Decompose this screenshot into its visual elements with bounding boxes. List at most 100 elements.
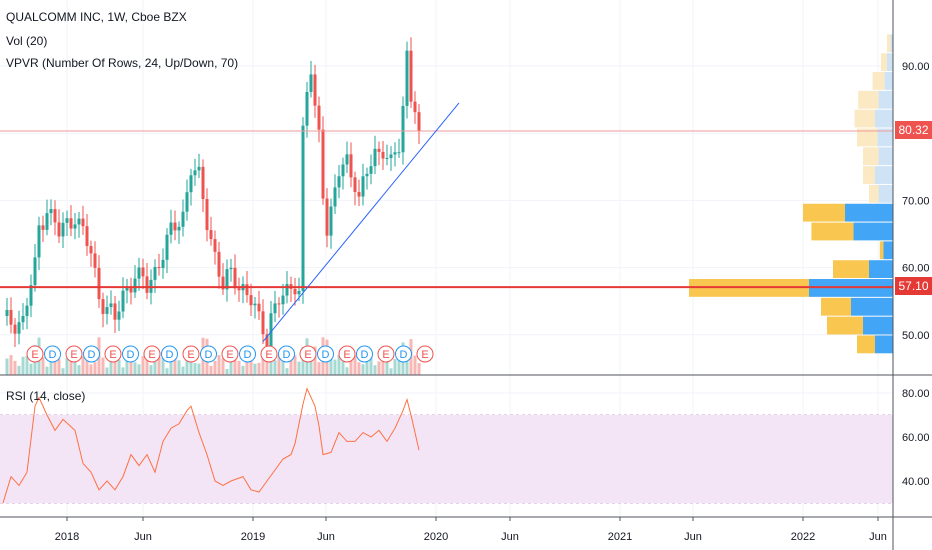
candle-body (85, 226, 89, 247)
rsi-legend[interactable]: RSI (14, close) (6, 389, 86, 403)
vpvr-down-bar (858, 90, 879, 109)
earnings-marker[interactable]: E (338, 345, 356, 363)
earnings-marker[interactable]: E (26, 345, 44, 363)
volume-bar (45, 366, 49, 375)
candle-body (205, 198, 209, 231)
marker-circle (260, 345, 278, 363)
volume-bar (153, 361, 157, 375)
volume-bar (385, 358, 389, 375)
earnings-marker[interactable]: E (299, 345, 317, 363)
dividend-marker[interactable]: D (356, 345, 373, 363)
dividend-marker[interactable]: D (317, 345, 334, 363)
dividend-marker[interactable]: D (395, 345, 412, 363)
marker-circle (338, 345, 356, 363)
price-tick-label: 70.00 (902, 195, 930, 207)
earnings-marker[interactable]: E (221, 345, 239, 363)
earnings-marker[interactable]: E (416, 345, 434, 363)
marker-circle (83, 345, 100, 363)
volume-bar (137, 364, 141, 375)
dividend-marker[interactable]: D (161, 345, 178, 363)
candle-body (113, 303, 117, 320)
price-level-lines (0, 130, 893, 289)
marker-label: D (400, 349, 408, 361)
candle-body (373, 148, 377, 167)
vpvr-legend[interactable]: VPVR (Number Of Rows, 24, Up/Down, 70) (6, 56, 239, 70)
marker-circle (278, 345, 295, 363)
volume-bar (389, 368, 393, 375)
candle-body (45, 213, 49, 230)
candle-body (293, 288, 297, 295)
time-tick-label: Jun (869, 531, 887, 543)
marker-label: E (148, 349, 155, 361)
candle-body (141, 267, 145, 277)
earnings-marker[interactable]: E (260, 345, 278, 363)
marker-circle (239, 345, 256, 363)
volume-bar (61, 368, 65, 375)
candle-body (405, 50, 409, 106)
earnings-marker[interactable]: E (65, 345, 83, 363)
volume-bar (85, 356, 89, 375)
vpvr-up-bar (878, 147, 893, 166)
earnings-marker[interactable]: E (377, 345, 395, 363)
marker-label: E (382, 349, 389, 361)
candle-body (93, 253, 97, 268)
volume-bar (53, 355, 57, 375)
volume-bar (273, 360, 277, 375)
candle-body (33, 257, 37, 286)
marker-label: E (70, 349, 77, 361)
volume-bar (101, 357, 105, 375)
volume-bar (129, 355, 133, 375)
vpvr-up-bar (875, 166, 893, 184)
marker-circle (200, 345, 217, 363)
earnings-marker[interactable]: E (182, 345, 200, 363)
volume-bar (369, 356, 373, 375)
vpvr-down-bar (881, 53, 887, 72)
volume-bar (241, 365, 245, 375)
marker-label: D (49, 349, 57, 361)
volume-bar (221, 358, 225, 375)
marker-circle (122, 345, 139, 363)
volume-bar (209, 365, 213, 375)
vpvr-up-bar (851, 297, 893, 316)
candle-body (237, 288, 241, 291)
candle-body (53, 209, 57, 223)
symbol-legend[interactable]: QUALCOMM INC, 1W, Cboe BZX (6, 10, 187, 24)
trendline[interactable] (262, 102, 460, 342)
candle-body (385, 157, 389, 159)
volume-legend[interactable]: Vol (20) (6, 34, 48, 48)
dividend-marker[interactable]: D (44, 345, 61, 363)
vpvr-down-bar (863, 166, 875, 184)
candle-body (401, 105, 405, 153)
vpvr-up-bar (887, 53, 893, 72)
candle-body (9, 310, 13, 325)
volume-bar (285, 368, 289, 375)
dividend-marker[interactable]: D (83, 345, 100, 363)
marker-circle (395, 345, 412, 363)
marker-circle (143, 345, 161, 363)
earnings-marker[interactable]: E (143, 345, 161, 363)
volume-bar (57, 359, 61, 375)
candle-body (109, 303, 113, 308)
dividend-marker[interactable]: D (278, 345, 295, 363)
candle-body (197, 166, 201, 171)
dividend-marker[interactable]: D (122, 345, 139, 363)
price-candles (5, 37, 421, 360)
candle-body (377, 148, 381, 152)
candle-body (277, 303, 281, 305)
candle-body (365, 173, 369, 177)
earnings-marker[interactable]: E (104, 345, 122, 363)
marker-label: E (31, 349, 38, 361)
marker-circle (317, 345, 334, 363)
marker-circle (416, 345, 434, 363)
dividend-marker[interactable]: D (239, 345, 256, 363)
volume-bar (189, 355, 193, 375)
dividend-marker[interactable]: D (200, 345, 217, 363)
vpvr-up-bar (875, 109, 893, 128)
candle-body (129, 287, 133, 293)
price-tick-label: 50.00 (902, 330, 930, 342)
volume-bar (237, 360, 241, 375)
last-price-badge: 80.32 (895, 121, 932, 139)
vpvr-up-bar (884, 72, 893, 90)
